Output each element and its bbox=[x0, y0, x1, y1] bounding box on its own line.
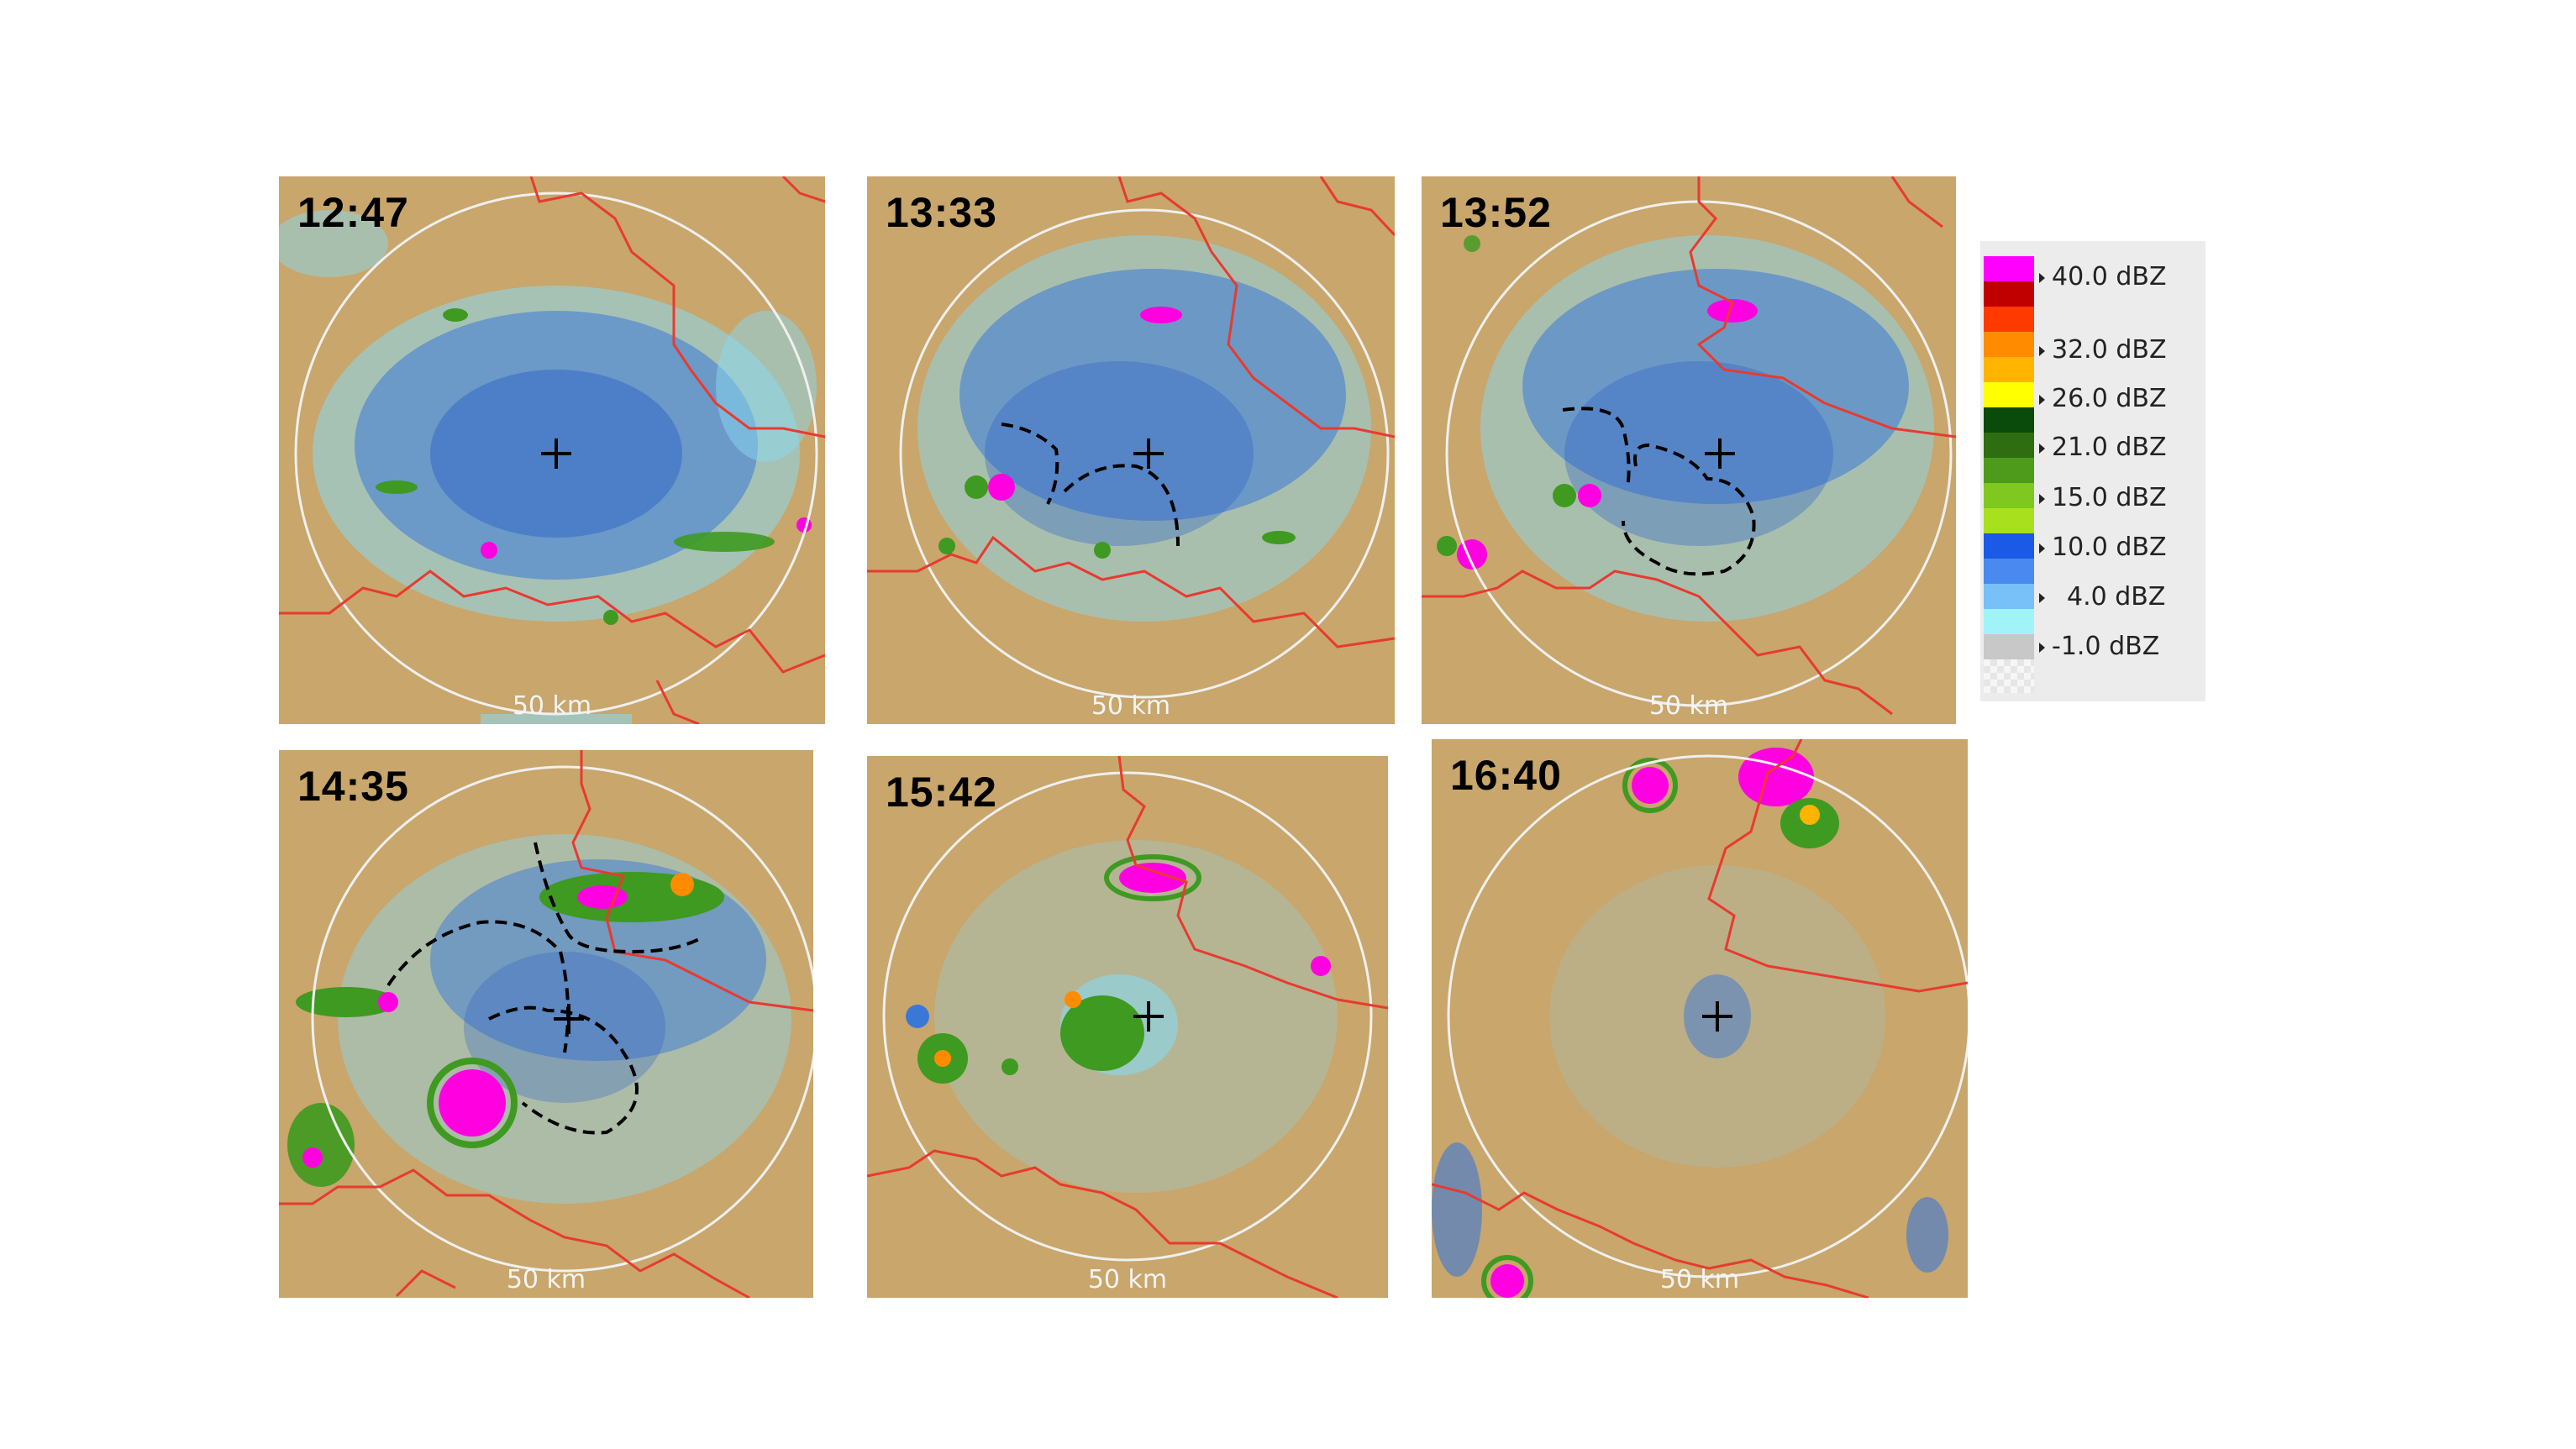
legend-swatch bbox=[1984, 281, 2034, 307]
range-label: 50 km bbox=[1087, 1265, 1168, 1294]
panel-time: 14:35 bbox=[297, 763, 409, 810]
legend-swatch bbox=[1984, 458, 2034, 483]
radar-image bbox=[867, 756, 1388, 1298]
radar-image bbox=[867, 176, 1395, 724]
legend-entry: 32.0 dBZ bbox=[2039, 335, 2167, 365]
radar-panel-6: 16:40 50 km bbox=[1432, 739, 1968, 1298]
panel-time: 15:42 bbox=[886, 769, 997, 816]
panel-time: 16:40 bbox=[1450, 752, 1562, 799]
radar-panel-3: 13:52 50 km bbox=[1422, 176, 1956, 724]
legend-swatch bbox=[1984, 584, 2034, 609]
radar-panel-2: 13:33 50 km bbox=[867, 176, 1395, 724]
legend-entry: 10.0 dBZ bbox=[2039, 533, 2167, 562]
radar-image bbox=[1422, 176, 1956, 724]
legend-swatch bbox=[1984, 559, 2034, 584]
radar-image bbox=[1432, 739, 1968, 1298]
radar-panel-4: 14:35 50 km bbox=[279, 750, 813, 1298]
panel-time: 13:52 bbox=[1440, 189, 1552, 236]
legend-swatch bbox=[1984, 407, 2034, 433]
range-label: 50 km bbox=[1648, 691, 1729, 721]
legend-swatch bbox=[1984, 307, 2034, 332]
legend-swatch-transparent bbox=[1984, 659, 2034, 693]
legend-swatch bbox=[1984, 332, 2034, 357]
legend-swatch bbox=[1984, 433, 2034, 458]
legend-swatch bbox=[1984, 256, 2034, 281]
radar-image bbox=[279, 750, 813, 1298]
panel-time: 13:33 bbox=[886, 189, 997, 236]
range-label: 50 km bbox=[506, 1265, 586, 1294]
legend-swatch bbox=[1984, 357, 2034, 382]
legend-entry: 15.0 dBZ bbox=[2039, 483, 2167, 512]
legend-entry: 21.0 dBZ bbox=[2039, 433, 2167, 462]
legend-swatch bbox=[1984, 382, 2034, 407]
radar-panel-1: 12:47 50 km bbox=[279, 176, 825, 724]
range-label: 50 km bbox=[512, 691, 592, 721]
legend-swatch bbox=[1984, 483, 2034, 508]
legend-swatch bbox=[1984, 533, 2034, 559]
legend-swatch bbox=[1984, 609, 2034, 634]
range-label: 50 km bbox=[1659, 1265, 1740, 1294]
range-label: 50 km bbox=[1091, 691, 1171, 721]
legend-entry: -1.0 dBZ bbox=[2039, 632, 2159, 661]
radar-panel-5: 15:42 50 km bbox=[867, 756, 1388, 1298]
legend-entry: 4.0 dBZ bbox=[2039, 582, 2165, 612]
panel-time: 12:47 bbox=[297, 189, 409, 236]
reflectivity-legend: 40.0 dBZ 32.0 dBZ 26.0 dBZ 21.0 dBZ 15.0… bbox=[1980, 241, 2205, 701]
legend-swatch bbox=[1984, 634, 2034, 659]
legend-entry: 40.0 dBZ bbox=[2039, 262, 2167, 291]
radar-image bbox=[279, 176, 825, 724]
legend-swatch bbox=[1984, 508, 2034, 533]
legend-entry: 26.0 dBZ bbox=[2039, 384, 2167, 413]
